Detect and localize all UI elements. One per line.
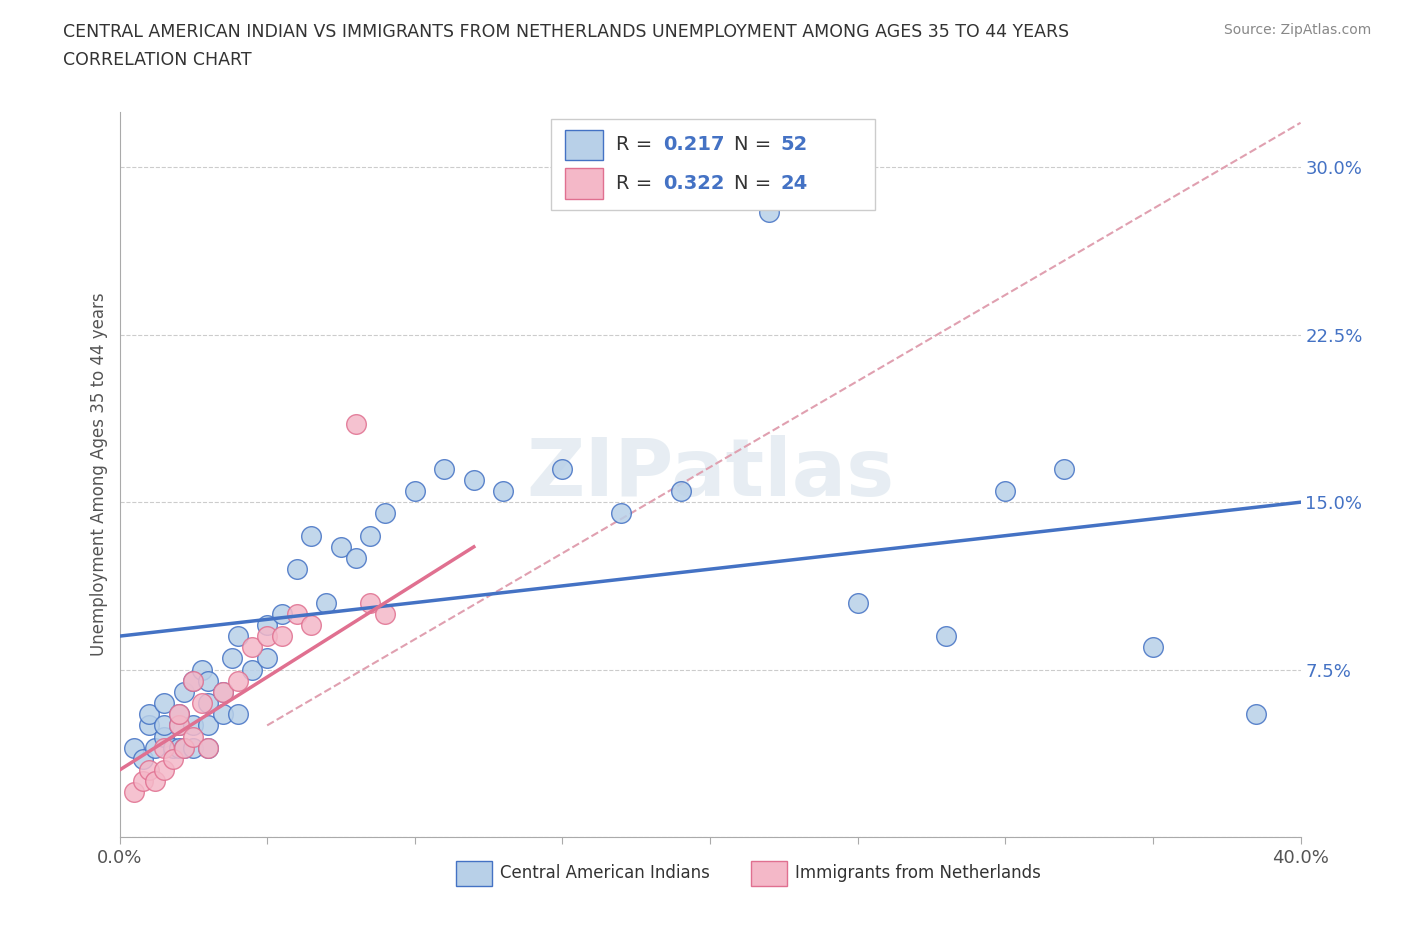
Point [162, 751, 184, 766]
Point [183, 740, 205, 755]
Point [463, 472, 485, 487]
Text: CENTRAL AMERICAN INDIAN VS IMMIGRANTS FROM NETHERLANDS UNEMPLOYMENT AMONG AGES 3: CENTRAL AMERICAN INDIAN VS IMMIGRANTS FR… [63, 23, 1070, 41]
Point [610, 506, 633, 521]
Point [242, 662, 264, 677]
Point [344, 551, 367, 565]
Point [153, 763, 174, 777]
Point [846, 595, 869, 610]
Point [191, 696, 214, 711]
Y-axis label: Unemployment Among Ages 35 to 44 years: Unemployment Among Ages 35 to 44 years [90, 293, 108, 656]
Text: 0.217: 0.217 [662, 136, 724, 154]
Text: N =: N = [734, 174, 778, 193]
Point [153, 740, 174, 755]
Text: ZIPatlas: ZIPatlas [526, 435, 894, 513]
Point [270, 629, 294, 644]
Point [360, 595, 382, 610]
Point [153, 718, 174, 733]
Point [492, 484, 515, 498]
Point [1142, 640, 1164, 655]
Point [197, 740, 219, 755]
Point [167, 707, 190, 722]
Point [374, 506, 396, 521]
Text: Immigrants from Netherlands: Immigrants from Netherlands [794, 864, 1040, 883]
Point [329, 539, 352, 554]
Point [285, 562, 308, 577]
Point [197, 673, 219, 688]
Point [153, 729, 174, 744]
Point [226, 629, 249, 644]
Text: 52: 52 [780, 136, 808, 154]
Point [197, 718, 219, 733]
Point [197, 740, 219, 755]
Point [173, 684, 195, 699]
Point [132, 751, 155, 766]
Text: Source: ZipAtlas.com: Source: ZipAtlas.com [1223, 23, 1371, 37]
Point [551, 461, 574, 476]
Point [173, 740, 195, 755]
Point [132, 774, 155, 789]
Text: 24: 24 [780, 174, 808, 193]
Point [124, 740, 146, 755]
Point [153, 696, 174, 711]
Point [183, 718, 205, 733]
Point [167, 718, 190, 733]
FancyBboxPatch shape [551, 119, 876, 209]
Point [167, 718, 190, 733]
Point [301, 618, 323, 632]
Point [935, 629, 957, 644]
Point [138, 763, 160, 777]
Point [270, 606, 294, 621]
Point [143, 774, 166, 789]
Point [758, 205, 780, 219]
Point [301, 528, 323, 543]
FancyBboxPatch shape [565, 168, 603, 199]
Text: Central American Indians: Central American Indians [499, 864, 710, 883]
Point [285, 606, 308, 621]
Point [226, 673, 249, 688]
FancyBboxPatch shape [751, 861, 787, 886]
FancyBboxPatch shape [565, 130, 603, 160]
Point [211, 684, 233, 699]
Point [669, 484, 692, 498]
Text: 0.322: 0.322 [662, 174, 724, 193]
FancyBboxPatch shape [456, 861, 492, 886]
Point [143, 740, 166, 755]
Point [256, 651, 278, 666]
Point [360, 528, 382, 543]
Point [191, 662, 214, 677]
Point [256, 629, 278, 644]
Point [221, 651, 243, 666]
Point [242, 640, 264, 655]
Point [183, 673, 205, 688]
Point [197, 696, 219, 711]
Point [315, 595, 337, 610]
Text: CORRELATION CHART: CORRELATION CHART [63, 51, 252, 69]
Text: R =: R = [616, 174, 658, 193]
Point [173, 740, 195, 755]
Point [211, 684, 233, 699]
Point [256, 618, 278, 632]
Point [1246, 707, 1268, 722]
Point [374, 606, 396, 621]
Point [994, 484, 1017, 498]
Point [138, 718, 160, 733]
Point [1053, 461, 1076, 476]
Point [167, 707, 190, 722]
Point [226, 707, 249, 722]
Point [138, 707, 160, 722]
Text: R =: R = [616, 136, 658, 154]
Point [404, 484, 426, 498]
Point [183, 673, 205, 688]
Point [211, 707, 233, 722]
Point [124, 785, 146, 800]
Point [162, 740, 184, 755]
Point [344, 417, 367, 432]
Point [183, 729, 205, 744]
Point [167, 740, 190, 755]
Point [433, 461, 456, 476]
Text: N =: N = [734, 136, 778, 154]
